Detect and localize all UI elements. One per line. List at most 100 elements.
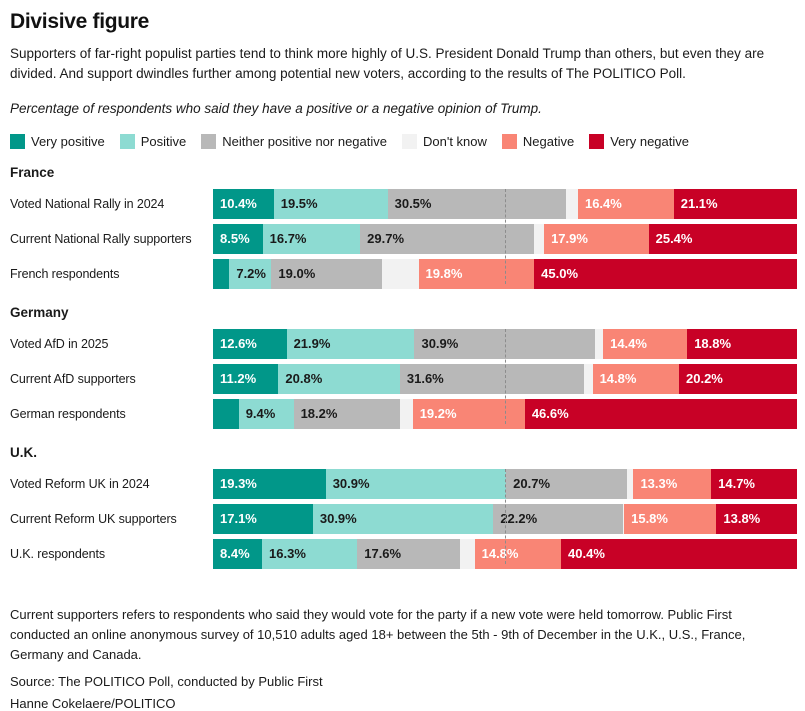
- bar-segment: 20.2%: [679, 363, 797, 394]
- bar-segment: 14.8%: [592, 363, 679, 394]
- segment-value-label: 18.2%: [300, 405, 338, 421]
- bar-segment: 30.5%: [387, 188, 566, 219]
- bar-segment: 14.8%: [474, 538, 562, 569]
- legend-item: Very negative: [589, 133, 689, 149]
- bar-segment: 16.3%: [262, 538, 358, 569]
- row-label: Voted National Rally in 2024: [10, 196, 165, 211]
- segment-value-label: 19.3%: [220, 475, 257, 491]
- segment-value-label: 19.2%: [419, 405, 457, 421]
- segment-value-label: 30.9%: [319, 510, 357, 526]
- bar-segment: [213, 398, 239, 429]
- bar-segment: 10.4%: [213, 188, 274, 219]
- segment-value-label: 45.0%: [541, 265, 579, 281]
- legend-item: Neither positive nor negative: [201, 133, 387, 149]
- legend-swatch-icon: [589, 133, 605, 149]
- page-title: Divisive figure: [10, 10, 150, 33]
- segment-value-label: 21.9%: [293, 335, 331, 351]
- segment-value-label: 30.9%: [421, 335, 459, 351]
- bar-segment: 30.9%: [312, 503, 494, 534]
- bar-row: Current AfD supporters 11.2% 20.8% 31.6% 14.…: [10, 363, 797, 394]
- stacked-bar: 8.5% 16.7% 29.7% 17.9% 25.4%: [213, 223, 797, 254]
- legend-label: Positive: [140, 133, 187, 149]
- group-label: U.K.: [10, 444, 37, 460]
- legend-label: Very positive: [31, 133, 105, 149]
- bar-segment: 13.8%: [716, 503, 797, 534]
- bar-segment: 21.9%: [286, 328, 415, 359]
- group-rows: Voted Reform UK in 2024 19.3% 30.9% 20.7% 13…: [10, 468, 797, 569]
- group-label: France: [10, 164, 55, 180]
- credit-line: Hanne Cokelaere/POLITICO: [10, 695, 176, 711]
- segment-value-label: 14.7%: [718, 475, 755, 491]
- segment-value-label: 8.4%: [220, 545, 250, 561]
- segment-value-label: 40.4%: [568, 545, 605, 561]
- bar-segment: 11.2%: [213, 363, 279, 394]
- stacked-bar-chart: France Voted National Rally in 2024 10.4% 1…: [10, 164, 797, 569]
- source-line: Source: The POLITICO Poll, conducted by …: [10, 673, 323, 689]
- segment-value-label: 20.7%: [513, 475, 551, 491]
- bar-segment: 19.2%: [412, 398, 525, 429]
- bar-segment: 29.7%: [360, 223, 534, 254]
- segment-value-label: 20.2%: [686, 370, 723, 386]
- segment-value-label: 14.4%: [610, 335, 647, 351]
- bar-segment: 9.4%: [238, 398, 294, 429]
- segment-value-label: 7.2%: [236, 265, 266, 281]
- chart-subtitle: Supporters of far-right populist parties…: [10, 46, 765, 82]
- chart-group: Germany Voted AfD in 2025 12.6% 21.9% 30.9% 1…: [10, 304, 797, 429]
- legend-label: Negative: [522, 133, 575, 149]
- bar-segment: 46.6%: [524, 398, 797, 429]
- segment-value-label: 13.8%: [723, 510, 761, 526]
- segment-value-label: 13.3%: [640, 475, 678, 491]
- segment-value-label: 19.0%: [278, 265, 316, 281]
- segment-value-label: 14.8%: [481, 545, 519, 561]
- bar-segment: 30.9%: [325, 468, 507, 499]
- segment-value-label: 30.5%: [394, 195, 432, 211]
- bar-segment: [627, 468, 634, 499]
- segment-value-label: 14.8%: [599, 370, 637, 386]
- stacked-bar: 17.1% 30.9% 22.2% 15.8% 13.8%: [213, 503, 797, 534]
- segment-value-label: 16.3%: [269, 545, 306, 561]
- bar-segment: 45.0%: [534, 258, 797, 289]
- bar-segment: 17.9%: [544, 223, 649, 254]
- chart-group: France Voted National Rally in 2024 10.4% 1…: [10, 164, 797, 289]
- bar-segment: 19.8%: [418, 258, 535, 289]
- group-label: Germany: [10, 304, 69, 320]
- bar-segment: 20.7%: [506, 468, 628, 499]
- bar-segment: [565, 188, 578, 219]
- bar-segment: 14.7%: [711, 468, 797, 499]
- bar-row: German respondents 9.4% 18.2% 19.2% 46.6%: [10, 398, 797, 429]
- bar-segment: 8.4%: [213, 538, 263, 569]
- bar-segment: 12.6%: [213, 328, 287, 359]
- bar-segment: 31.6%: [399, 363, 585, 394]
- bar-row: Voted AfD in 2025 12.6% 21.9% 30.9% 14.4% 18.…: [10, 328, 797, 359]
- bar-segment: 19.5%: [273, 188, 388, 219]
- segment-value-label: 17.6%: [364, 545, 402, 561]
- legend-item: Negative: [501, 133, 575, 149]
- legend-swatch-icon: [201, 133, 217, 149]
- bar-segment: 18.2%: [293, 398, 400, 429]
- legend-label: Very negative: [610, 133, 689, 149]
- segment-value-label: 16.4%: [584, 195, 622, 211]
- bar-row: Voted National Rally in 2024 10.4% 19.5% 30…: [10, 188, 797, 219]
- bar-segment: [584, 363, 593, 394]
- legend-label: Neither positive nor negative: [222, 133, 387, 149]
- row-label: Current National Rally supporters: [10, 231, 192, 246]
- fifty-percent-reference-line: [505, 328, 506, 424]
- bar-segment: 25.4%: [648, 223, 797, 254]
- bar-segment: [399, 398, 413, 429]
- legend-label: Don't know: [423, 133, 487, 149]
- stacked-bar: 12.6% 21.9% 30.9% 14.4% 18.8%: [213, 328, 797, 359]
- row-label: German respondents: [10, 406, 126, 421]
- legend-swatch-icon: [10, 133, 25, 149]
- bar-segment: [460, 538, 475, 569]
- segment-value-label: 11.2%: [220, 370, 257, 386]
- legend-item: Positive: [119, 133, 187, 149]
- segment-value-label: 21.1%: [680, 195, 718, 211]
- segment-value-label: 17.9%: [551, 230, 588, 246]
- group-rows: Voted AfD in 2025 12.6% 21.9% 30.9% 14.4% 18.…: [10, 328, 797, 429]
- bar-segment: 14.4%: [603, 328, 688, 359]
- bar-row: U.K. respondents 8.4% 16.3% 17.6% 14.8% 40.4%: [10, 538, 797, 569]
- segment-value-label: 19.8%: [425, 265, 463, 281]
- bar-segment: [533, 223, 545, 254]
- segment-value-label: 10.4%: [220, 195, 257, 211]
